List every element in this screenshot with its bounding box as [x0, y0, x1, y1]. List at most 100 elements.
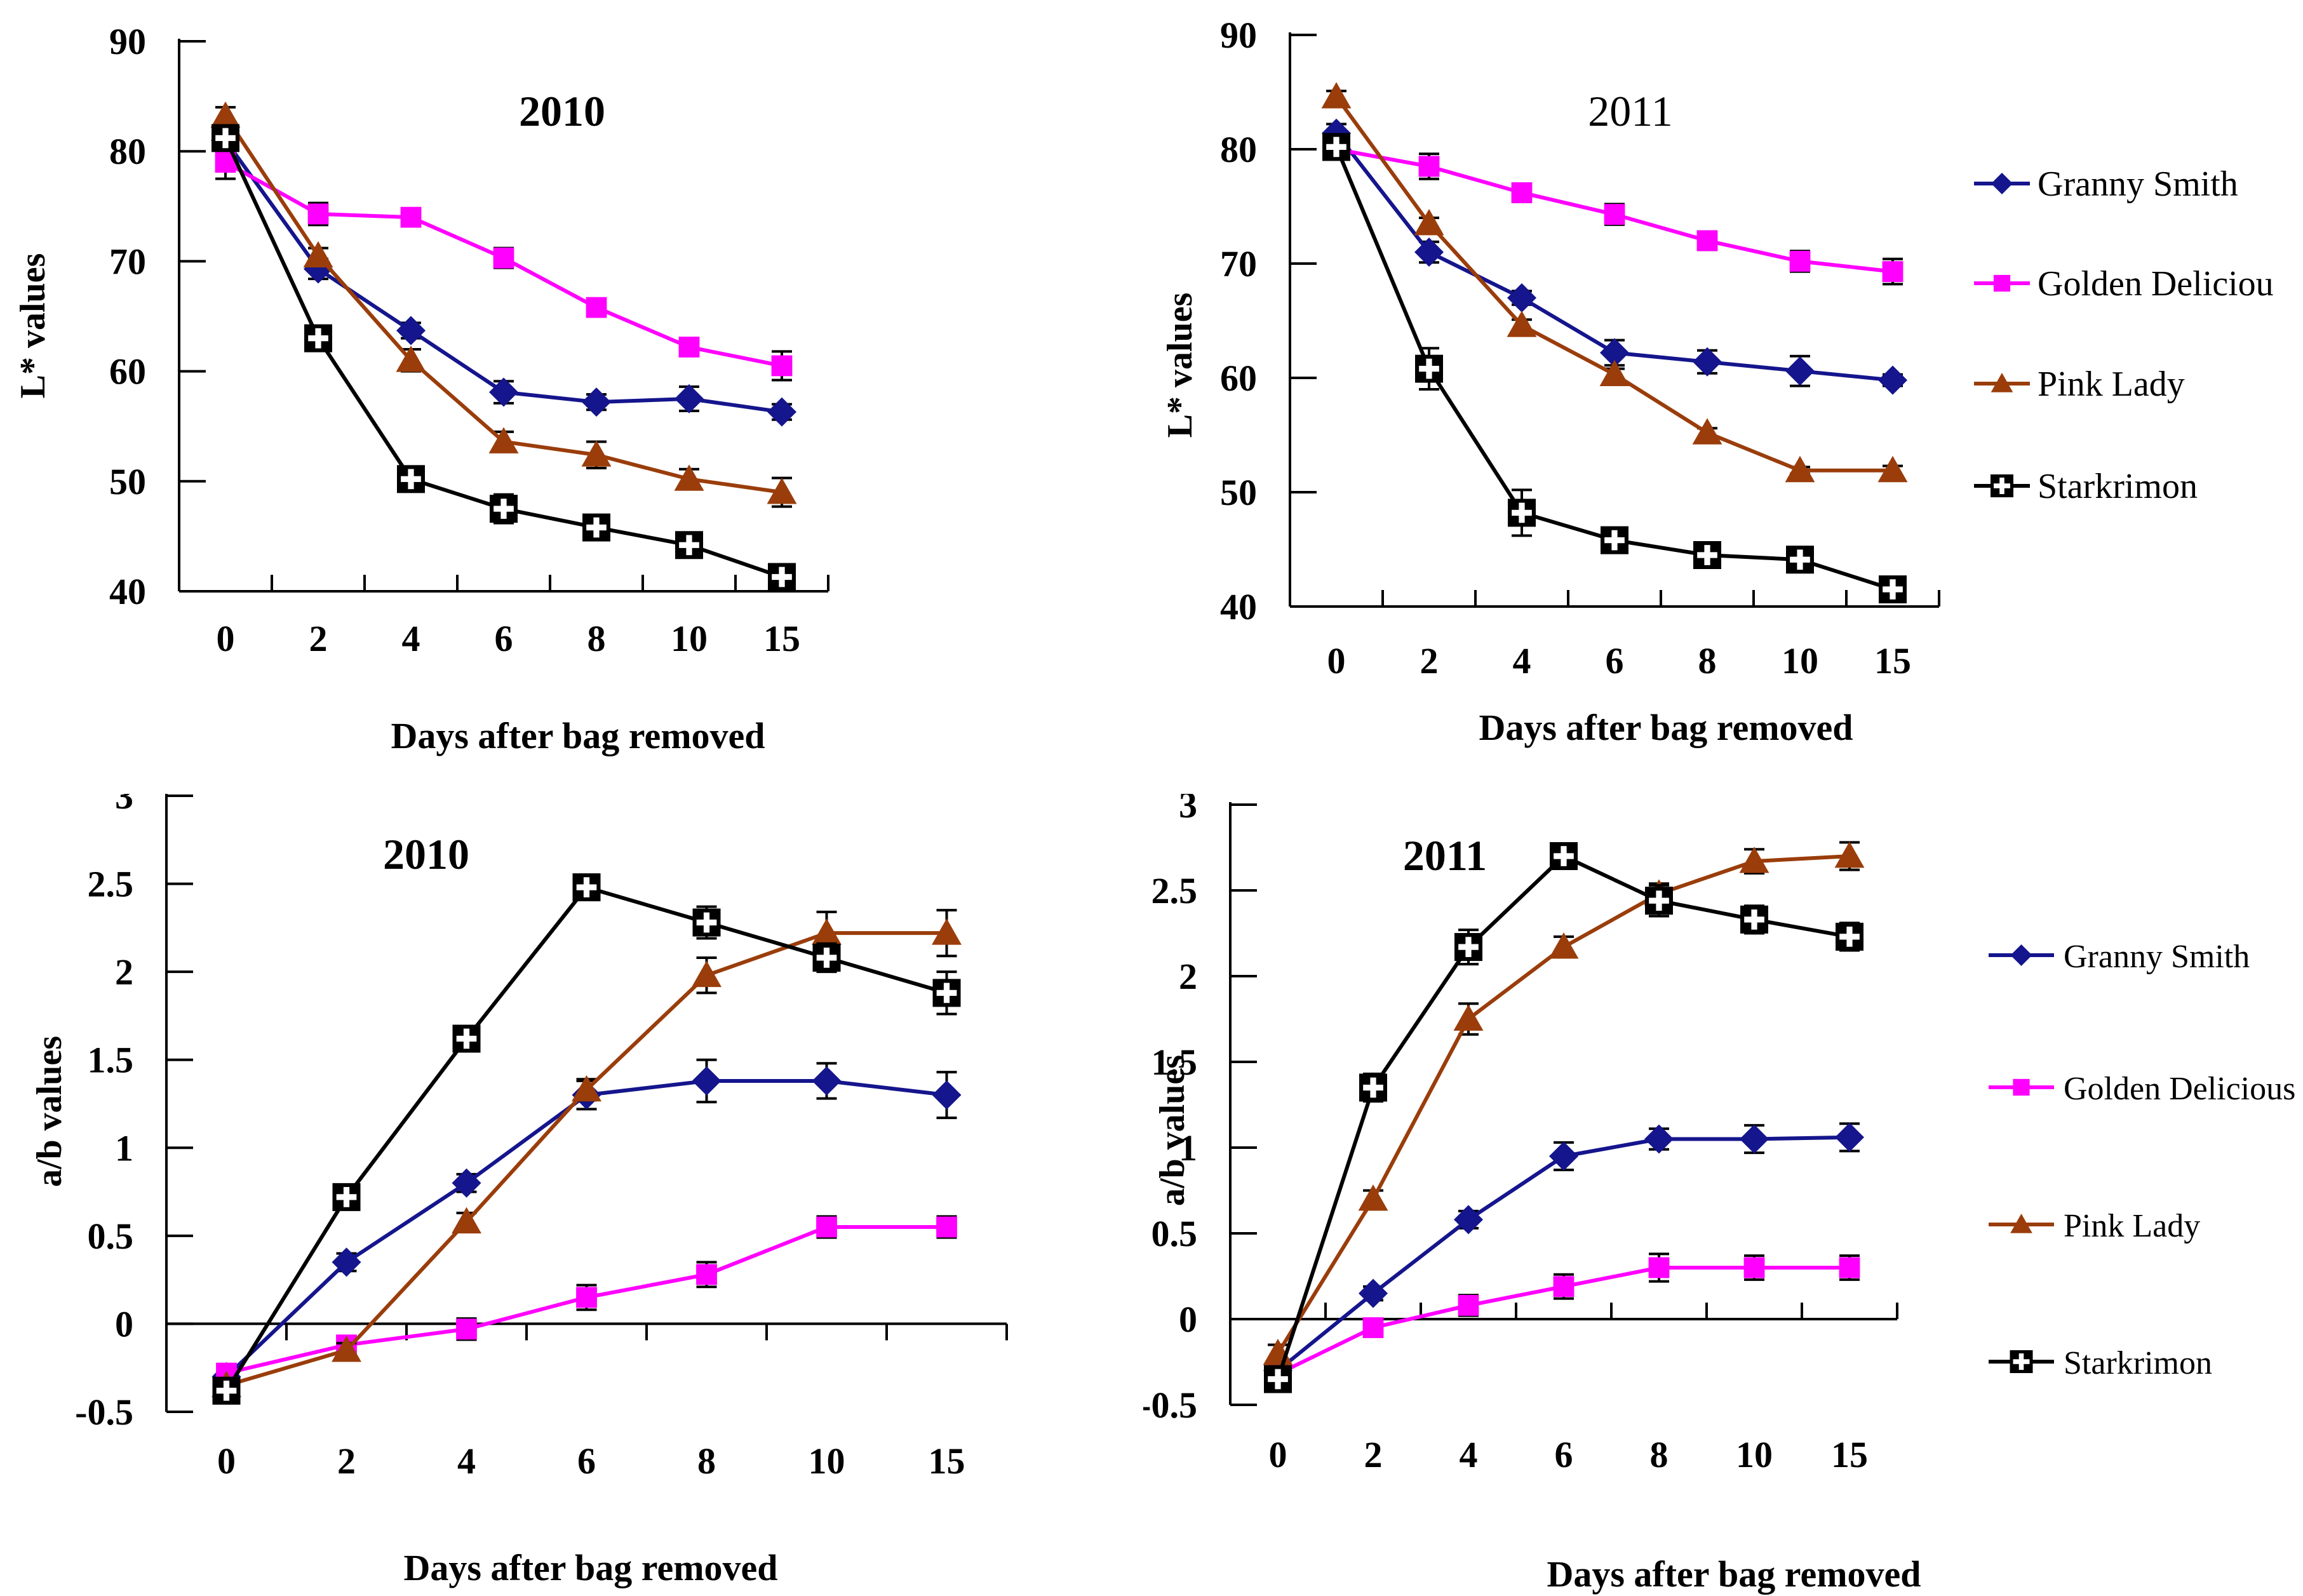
- triangle-marker: [1991, 373, 2013, 392]
- triangle-marker: [1507, 311, 1537, 337]
- y-axis-tick-label: -0.5: [75, 1391, 133, 1433]
- cross-square-marker-bar: [2018, 1353, 2024, 1370]
- triangle-marker: [1739, 847, 1769, 873]
- square-marker: [1648, 1257, 1670, 1278]
- diamond-marker: [2010, 944, 2032, 966]
- cross-square-marker-bar: [1519, 502, 1525, 523]
- square-marker: [1458, 1295, 1479, 1316]
- series-pink-lady: [210, 101, 797, 508]
- y-axis-title: a/b values: [1153, 1055, 1192, 1206]
- y-axis-tick-label: 0.5: [1152, 1213, 1198, 1254]
- square-marker: [1362, 1317, 1384, 1338]
- x-axis-tick-label: 8: [697, 1440, 716, 1482]
- series-starkrimon: [212, 873, 961, 1405]
- cross-square-marker-bar: [500, 499, 507, 519]
- triangle-marker: [1321, 82, 1352, 109]
- cross-square-marker-bar: [1656, 890, 1662, 911]
- diamond-marker: [675, 384, 704, 413]
- y-axis-tick-label: 0.5: [88, 1216, 134, 1257]
- y-axis-tick-label: -0.5: [1143, 1385, 1197, 1426]
- y-axis-tick-label: 90: [109, 21, 146, 62]
- square-marker: [936, 1216, 957, 1238]
- square-marker: [1839, 1257, 1860, 1278]
- chart-title: 2011: [1588, 87, 1672, 135]
- legend: Granny Smith Golden Delicious Pink Lady Sta…: [1989, 939, 2295, 1381]
- triangle-marker: [692, 960, 722, 988]
- cross-square-marker-bar: [943, 982, 950, 1003]
- cross-square-marker-bar: [1999, 478, 2004, 494]
- diamond-marker: [1693, 347, 1722, 377]
- triangle-marker: [1548, 932, 1579, 959]
- square-marker: [771, 355, 793, 377]
- cross-square-marker-bar: [583, 877, 590, 897]
- diamond-marker: [1835, 1122, 1864, 1152]
- y-axis-title: L* values: [13, 253, 53, 399]
- cross-square-marker-bar: [1275, 1369, 1281, 1390]
- chart-ab-values-2010: -0.5 0 0.5 1 1.5 2 2.5 3 0 2 4 6 8 10 15 2010 a/b values…: [30, 794, 1008, 1588]
- x-axis-tick-label: 10: [1736, 1434, 1773, 1475]
- x-axis-tick-label: 2: [337, 1440, 356, 1482]
- diamond-marker: [1991, 173, 2013, 194]
- y-axis-tick-label: 40: [1220, 586, 1257, 627]
- triangle-marker: [210, 101, 241, 128]
- chart-title: 2011: [1403, 831, 1487, 880]
- square-marker: [400, 206, 422, 228]
- y-axis-tick-label: 2.5: [1152, 870, 1198, 911]
- cross-square-marker-bar: [1370, 1077, 1376, 1098]
- square-marker: [307, 203, 329, 225]
- series-granny-smith: [1322, 118, 1907, 395]
- series-line: [225, 931, 947, 1388]
- square-marker: [1511, 182, 1533, 203]
- triangle-marker: [572, 1075, 601, 1102]
- cross-square-marker-bar: [1465, 937, 1472, 957]
- x-axis-tick-label: 2: [309, 618, 328, 659]
- square-marker: [1993, 274, 2011, 292]
- chart-title: 2010: [519, 87, 605, 135]
- x-axis-title: Days after bag removed: [391, 715, 765, 756]
- y-axis-tick-label: 1: [115, 1127, 133, 1169]
- x-axis-tick-label: 0: [1269, 1434, 1287, 1475]
- legend-item-label: Pink Lady: [2064, 1208, 2200, 1244]
- triangle-marker: [1692, 418, 1722, 445]
- diamond-marker: [1600, 338, 1629, 368]
- x-axis-title: Days after bag removed: [1547, 1553, 1921, 1595]
- series-golden-delicious: [216, 1215, 957, 1384]
- diamond-marker: [692, 1066, 722, 1096]
- cross-square-marker-bar: [779, 567, 785, 587]
- series-golden-delicious: [215, 144, 793, 382]
- x-axis-tick-label: 4: [402, 618, 420, 659]
- cross-square-marker-bar: [1333, 137, 1340, 158]
- diamond-marker: [1454, 1205, 1483, 1235]
- y-axis-tick-label: 70: [1220, 243, 1257, 285]
- y-axis-tick-label: 50: [1220, 472, 1257, 513]
- cross-square-marker-bar: [315, 328, 321, 349]
- y-axis-tick-label: 1.5: [1152, 1042, 1198, 1083]
- diamond-marker: [452, 1168, 481, 1198]
- square-marker: [1789, 251, 1811, 272]
- legend-item-label: Granny Smith: [2064, 939, 2250, 975]
- legend-item-label: Golden Delicious: [2064, 1071, 2295, 1107]
- y-axis-tick-label: 60: [1220, 358, 1257, 399]
- x-axis-tick-label: 2: [1420, 640, 1439, 681]
- diamond-marker: [1549, 1141, 1578, 1171]
- y-axis-tick-label: 90: [1220, 15, 1257, 56]
- cross-square-marker-bar: [408, 469, 414, 490]
- square-marker: [586, 297, 607, 318]
- x-axis-tick-label: 10: [671, 618, 708, 659]
- square-marker: [678, 337, 700, 358]
- y-axis-tick-label: 1.5: [88, 1040, 134, 1081]
- series-granny-smith: [211, 125, 796, 427]
- triangle-marker: [767, 478, 797, 504]
- legend-item-label: Starkrimon: [2038, 467, 2198, 506]
- square-marker: [1418, 156, 1440, 177]
- triangle-marker: [488, 427, 519, 453]
- legend-item-label: Granny Smith: [2038, 164, 2238, 204]
- cross-square-marker-bar: [593, 517, 600, 538]
- triangle-marker: [1414, 209, 1444, 236]
- cross-square-marker-bar: [1611, 530, 1618, 551]
- cross-square-marker-bar: [1704, 545, 1710, 565]
- x-axis-tick-label: 15: [1831, 1434, 1868, 1475]
- series-golden-deliciou: [1326, 138, 1903, 286]
- legend-item-label: Starkrimon: [2064, 1345, 2212, 1381]
- y-axis-tick-label: 3: [115, 794, 133, 817]
